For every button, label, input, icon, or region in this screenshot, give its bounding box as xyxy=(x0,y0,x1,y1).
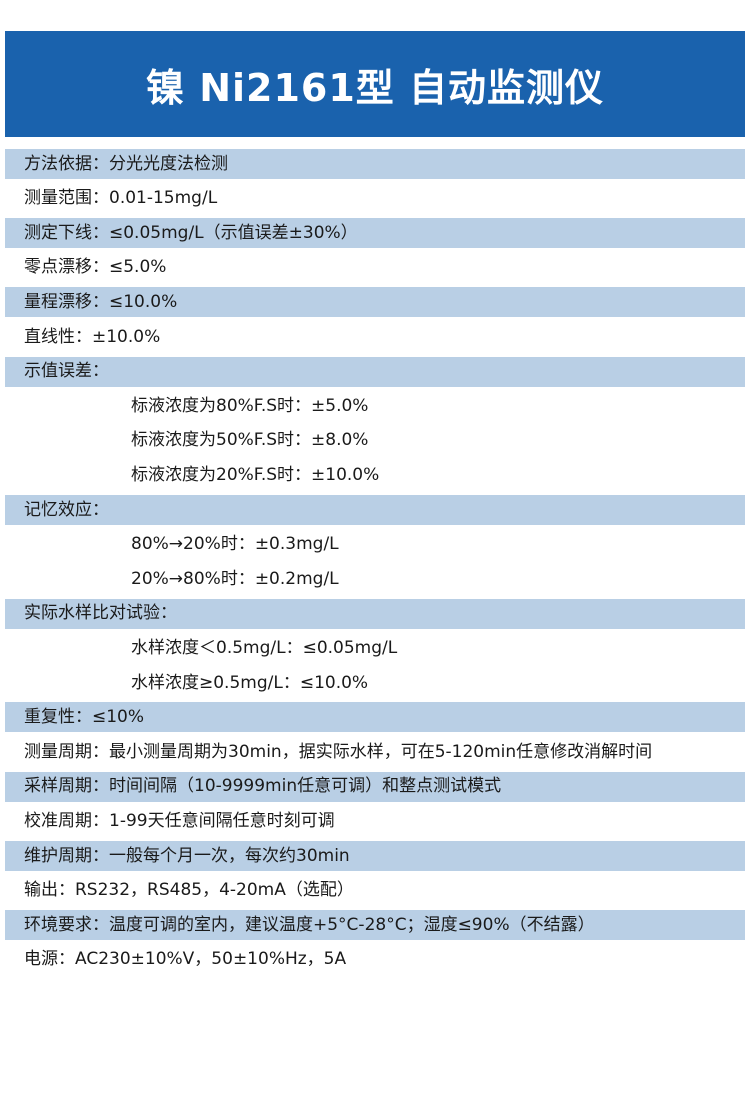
spec-text: 标液浓度为20%F.S时：±10.0% xyxy=(131,465,380,486)
spec-row: 零点漂移：≤5.0% xyxy=(5,250,745,285)
spec-text: 维护周期：一般每个月一次，每次约30min xyxy=(24,845,350,866)
spec-row: 实际水样比对试验： xyxy=(5,596,745,631)
row-background xyxy=(5,426,745,456)
spec-row: 20%→80%时：±0.2mg/L xyxy=(5,562,745,597)
spec-row: 水样浓度＜0.5mg/L：≤0.05mg/L xyxy=(5,631,745,666)
spec-row: 测量周期：最小测量周期为30min，据实际水样，可在5-120min任意修改消解… xyxy=(5,735,745,770)
row-background xyxy=(5,771,745,802)
spec-row: 示值误差： xyxy=(5,354,745,389)
spec-text: 量程漂移：≤10.0% xyxy=(24,292,178,313)
spec-text: 测量范围：0.01-15mg/L xyxy=(24,188,218,209)
spec-text: 实际水样比对试验： xyxy=(24,603,177,624)
page-title: 镍 Ni2161型 自动监测仪 xyxy=(145,65,605,110)
spec-text: 采样周期：时间间隔（10-9999min任意可调）和整点测试模式 xyxy=(24,776,502,797)
spec-text: 记忆效应： xyxy=(24,499,109,520)
spec-row: 测量范围：0.01-15mg/L xyxy=(5,181,745,216)
spec-row: 重复性：≤10% xyxy=(5,700,745,735)
row-background xyxy=(5,840,745,871)
row-background xyxy=(5,494,745,525)
row-background xyxy=(5,530,745,560)
spec-row: 环境要求：温度可调的室内，建议温度+5°C-28°C；湿度≤90%（不结露） xyxy=(5,908,745,943)
spec-text: 方法依据：分光光度法检测 xyxy=(24,153,228,174)
spec-row: 测定下线：≤0.05mg/L（示值误差±30%） xyxy=(5,216,745,251)
spec-row: 维护周期：一般每个月一次，每次约30min xyxy=(5,839,745,874)
spec-text: 零点漂移：≤5.0% xyxy=(24,257,167,278)
spec-text: 水样浓度＜0.5mg/L：≤0.05mg/L xyxy=(131,638,398,658)
spec-row: 水样浓度≥0.5mg/L：≤10.0% xyxy=(5,666,745,701)
row-background xyxy=(5,564,745,594)
title-banner: 镍 Ni2161型 自动监测仪 xyxy=(5,31,745,137)
spec-row: 标液浓度为20%F.S时：±10.0% xyxy=(5,458,745,493)
row-background xyxy=(5,598,745,629)
spec-text: 标液浓度为50%F.S时：±8.0% xyxy=(131,430,369,451)
spec-text: 输出：RS232，RS485，4-20mA（选配） xyxy=(24,880,354,901)
spec-text: 80%→20%时：±0.3mg/L xyxy=(131,534,339,555)
spec-text: 示值误差： xyxy=(24,361,109,382)
spec-row: 电源：AC230±10%V，50±10%Hz，5A xyxy=(5,942,745,977)
spec-row: 校准周期：1-99天任意间隔任意时刻可调 xyxy=(5,804,745,839)
spec-text: 校准周期：1-99天任意间隔任意时刻可调 xyxy=(24,810,335,831)
spec-text: 测量周期：最小测量周期为30min，据实际水样，可在5-120min任意修改消解… xyxy=(24,741,653,762)
row-background xyxy=(5,702,745,733)
spec-text: 直线性：±10.0% xyxy=(24,326,161,347)
spec-text: 重复性：≤10% xyxy=(24,707,145,728)
spec-row: 记忆效应： xyxy=(5,493,745,528)
row-background xyxy=(5,148,745,179)
spec-row: 直线性：±10.0% xyxy=(5,320,745,355)
spec-row: 80%→20%时：±0.3mg/L xyxy=(5,527,745,562)
spec-row: 输出：RS232，RS485，4-20mA（选配） xyxy=(5,873,745,908)
spec-row: 方法依据：分光光度法检测 xyxy=(5,147,745,182)
spec-text: 水样浓度≥0.5mg/L：≤10.0% xyxy=(131,672,369,693)
row-background xyxy=(5,910,745,941)
spec-list: 方法依据：分光光度法检测 测量范围：0.01-15mg/L 测定下线：≤0.05mg… xyxy=(5,147,745,977)
spec-text: 标液浓度为80%F.S时：±5.0% xyxy=(131,395,369,416)
spec-row: 标液浓度为50%F.S时：±8.0% xyxy=(5,423,745,458)
spec-text: 环境要求：温度可调的室内，建议温度+5°C-28°C；湿度≤90%（不结露） xyxy=(24,914,595,935)
row-background xyxy=(5,668,745,698)
spec-text: 20%→80%时：±0.2mg/L xyxy=(131,568,339,589)
row-background xyxy=(5,218,745,249)
spec-text: 测定下线：≤0.05mg/L（示值误差±30%） xyxy=(24,222,358,243)
spec-row: 量程漂移：≤10.0% xyxy=(5,285,745,320)
spec-row: 采样周期：时间间隔（10-9999min任意可调）和整点测试模式 xyxy=(5,769,745,804)
row-background xyxy=(5,287,745,318)
spec-text: 电源：AC230±10%V，50±10%Hz，5A xyxy=(24,949,347,970)
spec-row: 标液浓度为80%F.S时：±5.0% xyxy=(5,389,745,424)
row-background xyxy=(5,356,745,387)
row-background xyxy=(5,391,745,421)
